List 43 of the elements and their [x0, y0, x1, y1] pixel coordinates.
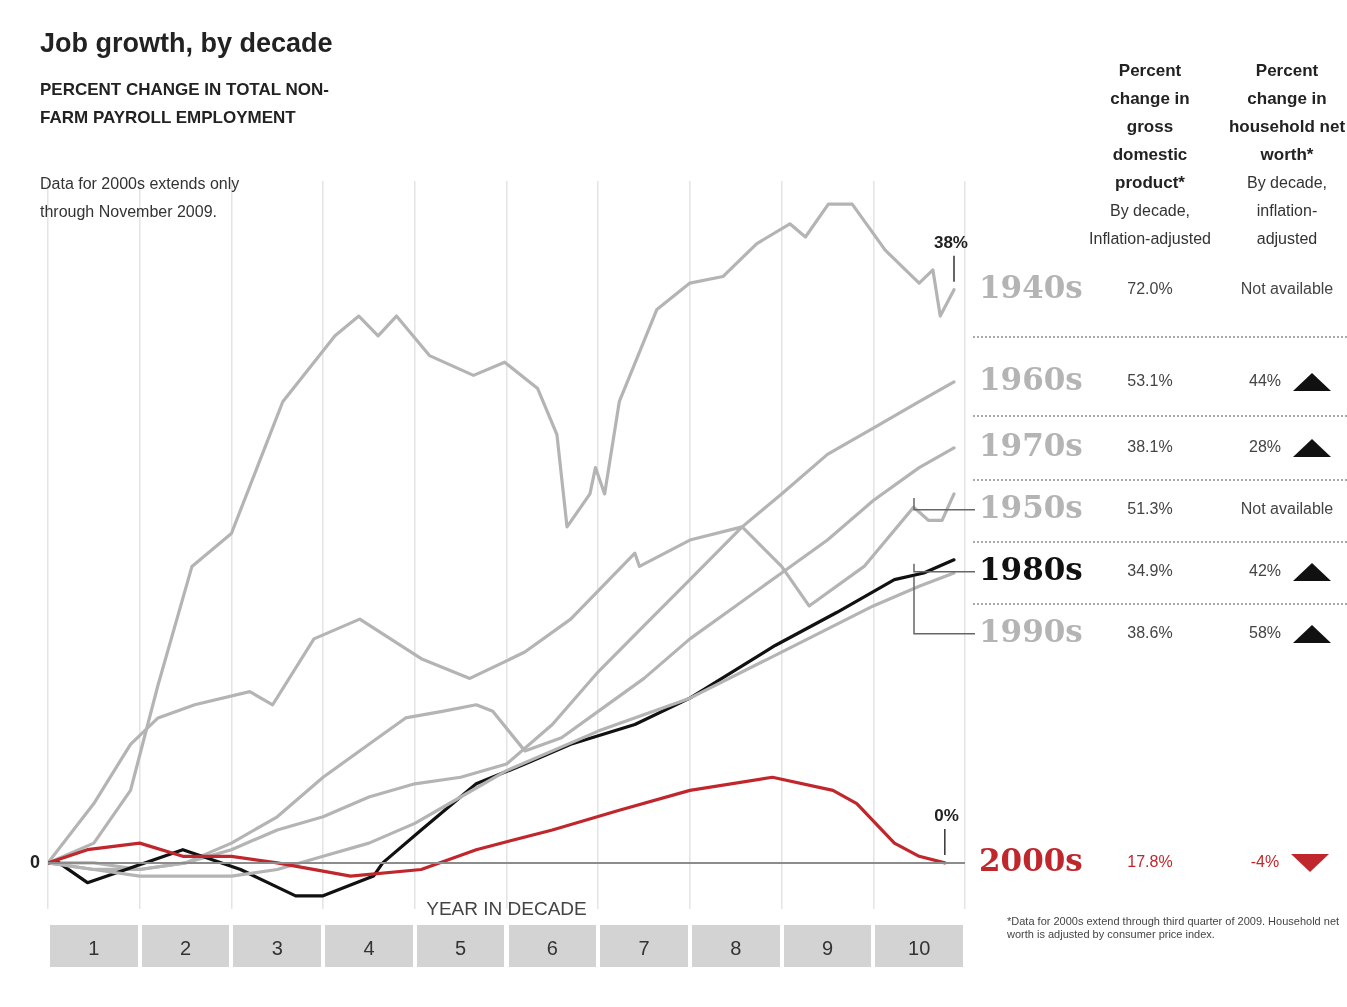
series-label: 1980s: [979, 550, 1083, 587]
text: 58%: [1248, 624, 1282, 642]
text: 28%: [1248, 438, 1282, 456]
x-tick-label: 2: [179, 936, 192, 959]
chart-subtitle: PERCENT CHANGE IN TOTAL NON-FARM PAYROLL EMPLOYMENT: [40, 79, 330, 129]
x-tick-label: 8: [730, 936, 742, 959]
annotation: 38%: [933, 232, 968, 252]
x-tick-label: 5: [455, 936, 467, 959]
text: *Data for 2000s extend through third quarter of 2009. Household net worth is adjusted by consumer price index.: [1006, 915, 1340, 940]
text: 17.8%: [1127, 853, 1173, 871]
series-label: 2000s: [979, 841, 1083, 878]
text: Percent change in gross domestic product*: [1110, 61, 1190, 192]
x-tick-label: 1: [88, 936, 100, 959]
x-tick-label: 10: [908, 936, 931, 959]
text: 38.1%: [1127, 438, 1173, 456]
text: Percent change in household net worth*: [1228, 61, 1346, 164]
series-label: 1940s: [979, 268, 1083, 305]
x-axis-title: YEAR IN DECADE: [426, 897, 587, 919]
text: 53.1%: [1127, 372, 1173, 390]
annotation: Data for 2000s extends only through November 2009.: [40, 174, 241, 222]
series-label: 1990s: [979, 612, 1083, 649]
ref-line-label: 0: [29, 851, 40, 872]
annotation: 0%: [934, 806, 959, 826]
series-label: 1960s: [979, 360, 1083, 397]
series-label: 1950s: [979, 488, 1083, 525]
text: By decade, Inflation-adjusted: [1089, 202, 1211, 247]
text: 34.9%: [1127, 562, 1173, 580]
series-label: 1970s: [979, 426, 1083, 463]
text: 42%: [1248, 562, 1282, 580]
x-tick-label: 6: [546, 936, 558, 959]
text: 38.6%: [1127, 624, 1173, 642]
text: 44%: [1248, 372, 1282, 390]
x-tick-label: 3: [271, 936, 283, 959]
chart-title: Job growth, by decade: [40, 28, 333, 59]
text: By decade, inflation-adjusted: [1246, 174, 1328, 247]
x-tick-label: 9: [821, 936, 834, 959]
text: Not available: [1240, 500, 1334, 518]
text: -4%: [1250, 853, 1280, 871]
x-tick-label: 7: [638, 936, 650, 959]
x-tick-label: 4: [363, 936, 375, 959]
text: Not available: [1240, 280, 1334, 298]
text: 51.3%: [1127, 500, 1173, 518]
text: 72.0%: [1127, 280, 1173, 298]
